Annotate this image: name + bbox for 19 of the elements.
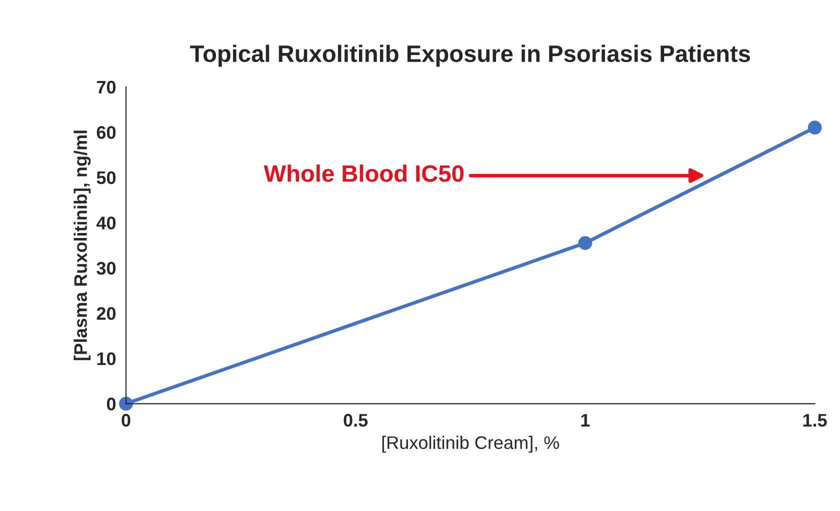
y-tick-label: 30 (96, 262, 116, 275)
x-tick-label: 1.5 (803, 414, 827, 427)
point (578, 236, 592, 250)
y-tick-label: 10 (97, 352, 116, 366)
x-tick-label: 0.5 (344, 414, 368, 427)
chart-title: Topical Ruxolitinib Exposure in Psoriasis Patients (190, 44, 750, 67)
y-tick-label: 0 (106, 398, 116, 410)
y-tick-label: 50 (96, 171, 116, 184)
annotation: Whole Blood IC50 (264, 164, 464, 182)
x-tick-label: 0 (122, 414, 130, 427)
x-axis-title: [Ruxolitinib Cream], % (382, 436, 560, 453)
y-tick-label: 40 (96, 216, 116, 230)
y-tick-label: 20 (96, 307, 116, 320)
y-tick-label: 70 (96, 80, 116, 94)
point (119, 396, 133, 411)
y-tick-label: 60 (96, 126, 116, 139)
y-axis-title: [Plasma Ruxolitinib], ng/ml (74, 130, 91, 360)
point (808, 120, 822, 135)
x-tick-label: 1 (581, 414, 590, 426)
